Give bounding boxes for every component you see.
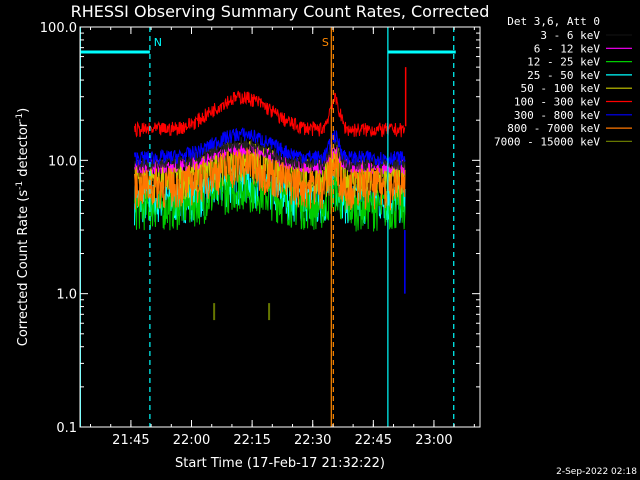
legend-label-3: 25 - 50 keV	[527, 69, 600, 82]
y-axis-label: Corrected Count Rate (s-1 detector-1)	[15, 108, 31, 346]
series-line-7	[134, 147, 406, 211]
x-tick-label-3: 22:30	[294, 433, 331, 448]
y-tick-label-0: 100.0	[40, 21, 77, 36]
legend-label-8: 7000 - 15000 keV	[494, 135, 600, 148]
y-axis-label-part1: Corrected Count Rate (s	[16, 190, 31, 347]
legend-label-4: 50 - 100 keV	[521, 82, 601, 95]
legend-header: Det 3,6, Att 0	[507, 15, 600, 28]
legend-label-1: 6 - 12 keV	[534, 42, 601, 55]
legend-label-0: 3 - 6 keV	[540, 29, 600, 42]
x-tick-label-5: 23:00	[415, 433, 452, 448]
series-line-6	[134, 127, 406, 167]
x-axis-label: Start Time (17-Feb-17 21:32:22)	[175, 456, 385, 471]
marker-label-N: N	[154, 36, 162, 49]
legend-label-2: 12 - 25 keV	[527, 56, 600, 69]
x-axis: 21:45 22:00 22:15 22:30 22:45 23:00	[90, 27, 475, 448]
y-axis-label-sup1: -1	[15, 181, 25, 190]
timestamp: 2-Sep-2022 02:18	[556, 467, 637, 477]
legend-label-7: 800 - 7000 keV	[507, 122, 600, 135]
y-axis-label-part3: )	[16, 108, 31, 113]
legend-label-5: 100 - 300 keV	[514, 96, 600, 109]
axes-frame	[79, 26, 481, 428]
y-axis-label-part2: detector	[16, 121, 31, 181]
y-tick-label-2: 1.0	[56, 288, 77, 303]
marker-label-S: S	[322, 36, 329, 49]
series-line-5	[134, 90, 406, 138]
x-tick-label-1: 22:00	[173, 433, 210, 448]
series-line-2	[134, 170, 406, 232]
y-tick-label-3: 0.1	[56, 421, 77, 436]
x-tick-label-2: 22:15	[233, 433, 270, 448]
y-tick-label-1: 10.0	[48, 154, 77, 169]
x-tick-label-4: 22:45	[355, 433, 392, 448]
y-axis: 100.0 10.0 1.0 0.1	[40, 21, 480, 436]
chart-title: RHESSI Observing Summary Count Rates, Co…	[71, 2, 490, 21]
series-line-0	[134, 137, 406, 173]
x-tick-label-0: 21:45	[112, 433, 149, 448]
legend-label-6: 300 - 800 keV	[514, 109, 600, 122]
y-axis-label-sup2: -1	[15, 113, 25, 122]
